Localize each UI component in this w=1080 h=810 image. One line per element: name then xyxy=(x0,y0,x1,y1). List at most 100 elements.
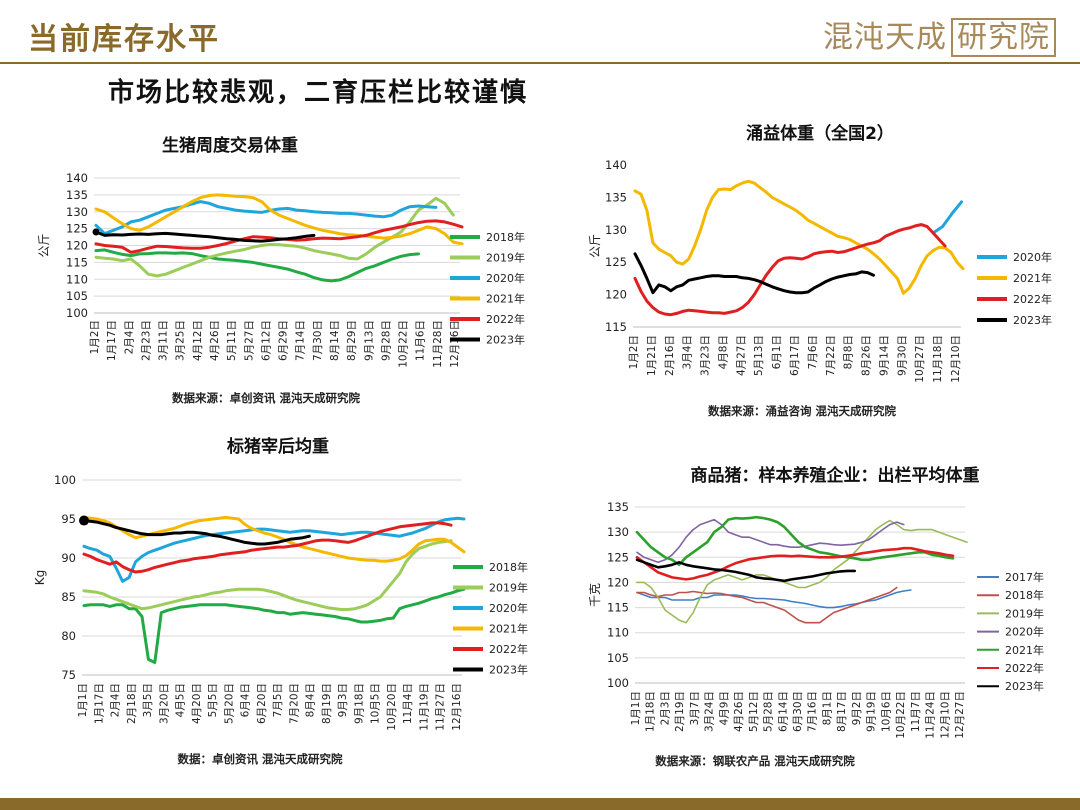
x-tick-label: 3月5日 xyxy=(142,683,154,717)
x-tick-label: 7月14日 xyxy=(295,320,307,361)
x-tick-label: 6月30日 xyxy=(792,691,804,732)
y-tick-label: 125 xyxy=(66,222,88,236)
legend-label: 2022年 xyxy=(486,312,525,326)
legend-label: 2020年 xyxy=(489,601,528,615)
chart-weekly-weight: 生猪周度交易体重 100 105 110 115 120 125 130 135 140 公斤 1月2… xyxy=(37,135,525,405)
y-tick-label: 130 xyxy=(66,205,88,219)
logo-boxed-text: 研究院 xyxy=(951,18,1056,57)
series-line-2018 xyxy=(94,248,420,283)
y-tick-label: 115 xyxy=(66,255,88,269)
x-tick-label: 5月11日 xyxy=(226,320,238,361)
x-tick-label: 10月6日 xyxy=(880,691,892,732)
x-tick-label: 1月17日 xyxy=(106,320,118,361)
x-tick-label: 6月4日 xyxy=(240,683,252,717)
legend-label: 2019年 xyxy=(486,251,525,265)
x-tick-label: 8月26日 xyxy=(861,335,873,376)
y-tick-label: 100 xyxy=(54,473,76,487)
x-tick-label: 6月14日 xyxy=(777,691,789,732)
series-line-2018 xyxy=(636,586,898,624)
x-tick-label: 7月22日 xyxy=(825,335,837,376)
x-tick-label: 7月5日 xyxy=(272,683,284,717)
legend-label: 2023年 xyxy=(1013,313,1052,327)
series-line-2021 xyxy=(82,515,466,563)
legend-label: 2022年 xyxy=(489,642,528,656)
x-tick-label: 6月1日 xyxy=(771,335,783,369)
y-tick-label: 135 xyxy=(605,190,627,204)
x-tick-label: 6月20日 xyxy=(256,683,268,724)
legend-label: 2022年 xyxy=(1005,661,1044,675)
chart-title: 生猪周度交易体重 xyxy=(162,135,298,156)
logo-text: 混沌天成 xyxy=(823,20,947,55)
x-tick-label: 4月9日 xyxy=(718,691,730,725)
chart-yongyi-weight: 涌益体重（全国2） 115 120 125 130 135 140 公斤 1月2日 1月21日 2月… xyxy=(588,123,1052,418)
chart-source: 数据来源：涌益咨询 混沌天成研究院 xyxy=(708,404,897,418)
series-start-marker xyxy=(92,228,100,236)
y-tick-label: 130 xyxy=(605,223,627,237)
chart-source: 数据来源：钢联农产品 混沌天成研究院 xyxy=(655,754,855,768)
legend-label: 2023年 xyxy=(486,333,525,347)
x-tick-label: 11月7日 xyxy=(910,691,922,732)
x-tick-label: 4月26日 xyxy=(733,691,745,732)
x-tick-label: 8月8日 xyxy=(843,335,855,369)
y-tick-label: 120 xyxy=(66,239,88,253)
y-tick-label: 80 xyxy=(61,629,76,643)
series-line-2019 xyxy=(636,519,968,624)
x-tick-label: 2月19日 xyxy=(674,691,686,732)
x-tick-label: 2月23日 xyxy=(140,320,152,361)
y-tick-label: 130 xyxy=(607,525,629,539)
x-tick-label: 10月27日 xyxy=(914,335,926,383)
x-tick-label: 4月27日 xyxy=(735,335,747,376)
y-tick-label: 105 xyxy=(607,651,629,665)
x-tick-label: 3月24日 xyxy=(704,691,716,732)
x-tick-label: 8月19日 xyxy=(321,683,333,724)
x-tick-label: 9月19日 xyxy=(866,691,878,732)
x-tick-label: 6月29日 xyxy=(278,320,290,361)
legend-label: 2022年 xyxy=(1013,292,1052,306)
series-line-2023 xyxy=(94,230,316,243)
y-tick-label: 85 xyxy=(61,590,76,604)
x-tick-label: 5月27日 xyxy=(243,320,255,361)
series-start-marker xyxy=(79,515,89,526)
chart-title: 标猪宰后均重 xyxy=(227,436,329,457)
x-tick-label: 5月20日 xyxy=(223,683,235,724)
x-tick-label: 8月1日 xyxy=(821,691,833,725)
y-tick-label: 105 xyxy=(66,289,88,303)
x-tick-label: 1月18日 xyxy=(645,691,657,732)
legend-label: 2018年 xyxy=(1005,588,1044,602)
y-tick-label: 135 xyxy=(607,500,629,514)
y-tick-label: 140 xyxy=(66,171,88,185)
x-tick-label: 5月5日 xyxy=(207,683,219,717)
y-tick-label: 125 xyxy=(605,255,627,269)
x-tick-label: 8月17日 xyxy=(836,691,848,732)
x-tick-label: 1月1日 xyxy=(77,683,89,717)
legend-label: 2019年 xyxy=(489,581,528,595)
legend-label: 2017年 xyxy=(1005,570,1044,584)
x-tick-label: 3月23日 xyxy=(700,335,712,376)
footer-bar xyxy=(0,798,1080,810)
brand-logo: 混沌天成 研究院 xyxy=(823,12,1056,57)
legend-label: 2021年 xyxy=(1005,643,1044,657)
y-tick-label: 140 xyxy=(605,158,627,172)
x-tick-label: 11月18日 xyxy=(932,335,944,383)
x-tick-label: 4月20日 xyxy=(191,683,203,724)
x-tick-label: 4月26日 xyxy=(209,320,221,361)
x-tick-label: 9月2日 xyxy=(851,691,863,725)
series-line-2023 xyxy=(633,252,875,295)
x-tick-label: 8月4日 xyxy=(305,683,317,717)
series-line-2021 xyxy=(94,193,464,246)
x-tick-label: 9月13日 xyxy=(363,320,375,361)
series-line-2019 xyxy=(82,539,453,611)
x-tick-label: 5月13日 xyxy=(753,335,765,376)
page-title: 当前库存水平 xyxy=(28,22,220,57)
y-tick-label: 115 xyxy=(607,601,629,615)
legend-label: 2020年 xyxy=(1005,625,1044,639)
legend-label: 2021年 xyxy=(1013,271,1052,285)
series-line-2020 xyxy=(931,200,963,235)
x-tick-label: 1月2日 xyxy=(89,320,101,354)
y-axis-label: 公斤 xyxy=(37,233,51,257)
x-tick-label: 2月18日 xyxy=(126,683,138,724)
x-tick-label: 4月12日 xyxy=(192,320,204,361)
x-tick-label: 12月10日 xyxy=(939,691,951,739)
legend-label: 2023年 xyxy=(489,663,528,677)
chart-title: 涌益体重（全国2） xyxy=(746,123,894,144)
